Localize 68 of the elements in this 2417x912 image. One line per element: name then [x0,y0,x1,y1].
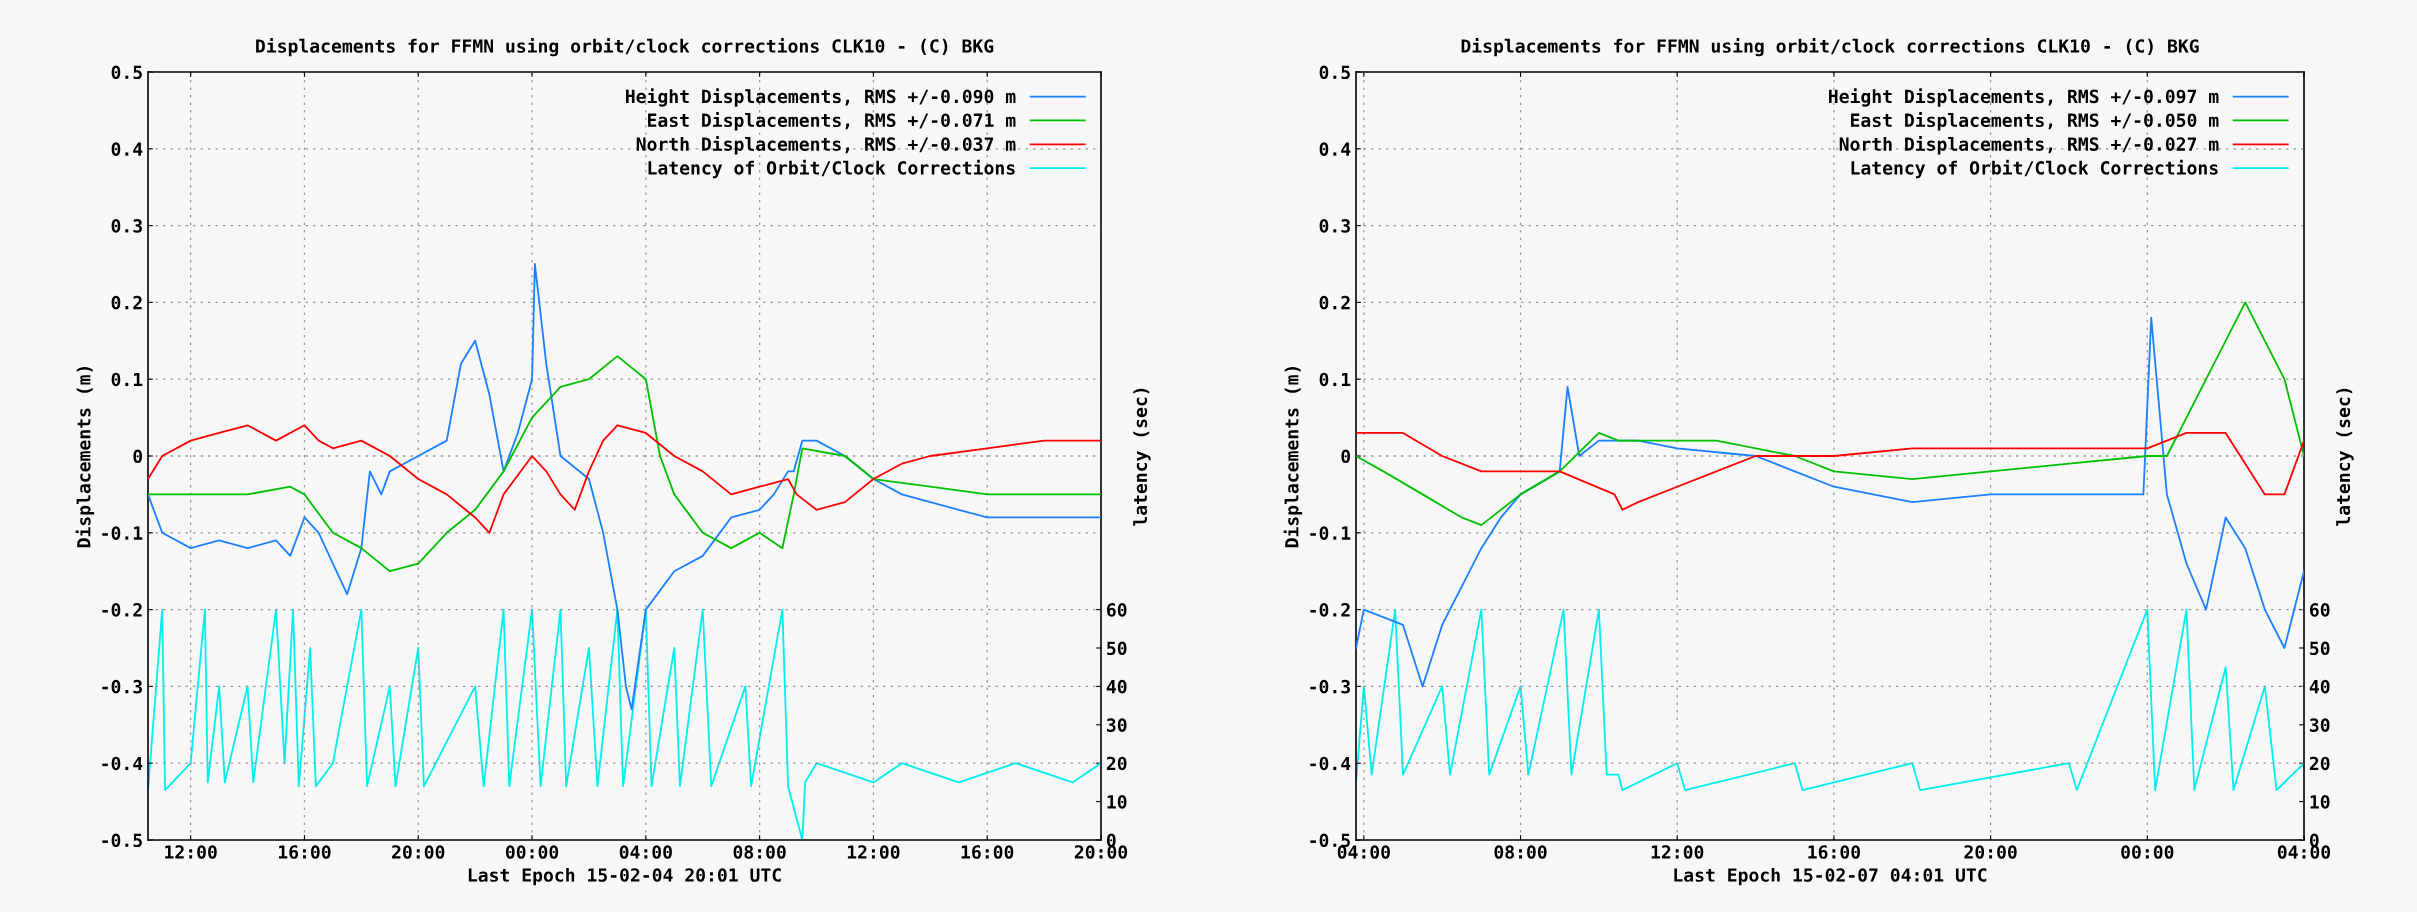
y-tick-label: -0.3 [1310,679,1350,694]
y-tick-label: -0.5 [1310,833,1350,848]
x-tick-label: 08:00 [1494,845,1547,859]
y-tick-label: 0.5 [1319,65,1350,80]
y-tick-label: 0.4 [111,142,143,156]
y2-tick-label: 60 [1107,603,1127,617]
x-tick-label: 00:00 [505,845,559,859]
y2-tick-label: 50 [2310,641,2330,656]
x-tick-label: 04:00 [619,845,672,859]
y2-axis-title: latency (sec) [1133,388,1151,526]
y-tick-label: -0.4 [102,756,143,771]
x-tick-label: 20:00 [1074,845,1128,859]
y-tick-label: -0.1 [102,526,143,540]
legend-label: Height Displacements, RMS +/-0.090 m [626,88,1016,107]
legend-label: Latency of Orbit/Clock Corrections [648,159,1015,179]
y2-tick-label: 0 [2309,833,2319,848]
y-tick-label: 0.2 [1319,295,1350,310]
y-tick-label: -0.2 [102,603,142,617]
y-tick-label: 0 [1341,449,1351,464]
chart-title: Displacements for FFMN using orbit/clock corrections CLK10 - (C) BKG [256,37,994,57]
y-tick-label: -0.2 [1310,603,1350,617]
y-tick-label: -0.3 [102,679,142,694]
y2-tick-label: 20 [1106,756,1127,771]
x-tick-label: 16:00 [1808,845,1861,859]
y-tick-label: 0.1 [1319,372,1351,387]
x-tick-label: 12:00 [165,845,217,859]
chart-title: Displacements for FFMN using orbit/clock corrections CLK10 - (C) BKG [1461,37,2199,57]
x-tick-label: 16:00 [961,845,1014,859]
y2-tick-label: 10 [2310,795,2330,809]
legend-label: Latency of Orbit/Clock Corrections [1851,159,2218,179]
x-tick-label: 12:00 [1651,845,1704,859]
y-tick-label: 0 [133,449,143,464]
y2-tick-label: 40 [2309,679,2330,694]
x-tick-label: 04:00 [2277,845,2331,859]
x-tick-label: 12:00 [847,845,900,859]
y-tick-label: 0.3 [111,219,142,233]
y-tick-label: 0.3 [1319,219,1350,233]
y-tick-label: -0.5 [102,833,142,848]
y-tick-label: 0.2 [111,295,142,310]
legend-label: East Displacements, RMS +/-0.071 m [648,112,1016,131]
y2-tick-label: 30 [2309,718,2330,732]
x-axis-title: Last Epoch 15-02-07 04:01 UTC [1674,867,1987,886]
x-tick-label: 08:00 [733,845,786,859]
y-tick-label: -0.4 [1310,756,1351,771]
y2-tick-label: 60 [2310,603,2330,617]
legend-label: Height Displacements, RMS +/-0.097 m [1829,88,2219,107]
y2-tick-label: 0 [1106,833,1116,848]
x-axis-title: Last Epoch 15-02-04 20:01 UTC [468,867,781,886]
x-tick-label: 16:00 [278,845,331,859]
y2-tick-label: 10 [1107,795,1127,809]
legend-label: North Displacements, RMS +/-0.027 m [1839,135,2219,155]
y2-tick-label: 50 [1107,641,1127,656]
y-axis-title: Displacements (m) [75,366,95,548]
x-tick-label: 04:00 [1337,845,1390,859]
y-tick-label: 0.1 [111,372,143,387]
x-tick-label: 20:00 [1964,845,2017,859]
y2-axis-title: latency (sec) [2336,388,2354,526]
y-tick-label: -0.1 [1310,526,1351,540]
y2-tick-label: 30 [1106,718,1127,732]
y-axis-title: Displacements (m) [1283,366,1303,548]
legend-label: East Displacements, RMS +/-0.050 m [1851,112,2219,131]
legend-label: North Displacements, RMS +/-0.037 m [636,135,1016,155]
x-tick-label: 20:00 [392,845,445,859]
y-tick-label: 0.5 [111,65,142,80]
y2-tick-label: 40 [1106,679,1127,694]
x-tick-label: 00:00 [2121,845,2174,859]
y2-tick-label: 20 [2309,756,2330,771]
y-tick-label: 0.4 [1319,142,1351,156]
